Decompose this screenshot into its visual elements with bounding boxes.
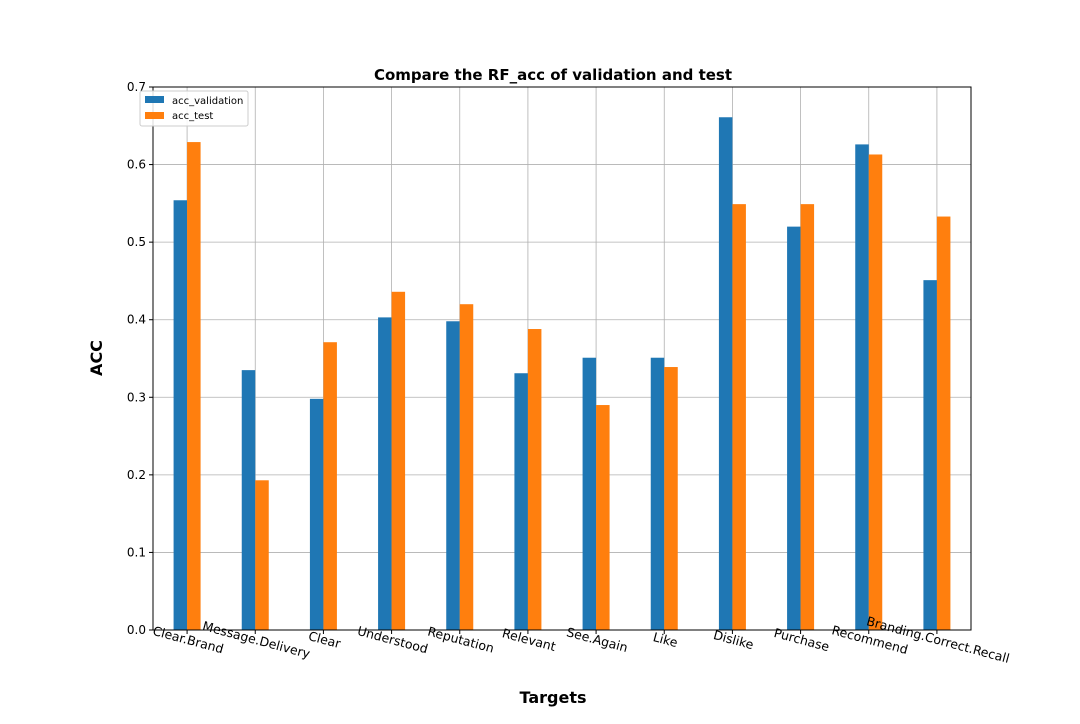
bar-acc-test-branding-correct-recall: [936, 216, 951, 630]
x-tick-label: Dislike: [712, 627, 756, 652]
bar-acc-test-reputation: [459, 304, 474, 630]
legend-box: [139, 90, 249, 127]
y-tick-label: 0.6: [127, 158, 146, 172]
y-tick-label: 0.1: [127, 545, 146, 559]
plot-frame: [152, 86, 972, 631]
bar-acc-validation-clear-brand: [173, 200, 188, 631]
bar-acc-test-see-again: [596, 405, 610, 630]
y-tick-label: 0.4: [127, 313, 146, 327]
bar-acc-validation-purchase: [787, 226, 801, 630]
bar-acc-validation-like: [650, 357, 665, 630]
bar-acc-test-relevant: [527, 329, 542, 630]
y-tick-label: 0.0: [127, 623, 146, 637]
bar-acc-validation-reputation: [446, 321, 460, 630]
legend-label-acc-validation: acc_validation: [172, 96, 243, 107]
y-tick-label: 0.3: [127, 390, 146, 404]
bar-acc-test-recommend: [868, 154, 883, 631]
bar-acc-validation-clear: [309, 398, 324, 630]
bar-acc-validation-message-delivery: [241, 370, 256, 630]
bar-acc-validation-branding-correct-recall: [923, 280, 937, 630]
legend-swatch-acc-test: [145, 112, 164, 119]
bar-acc-validation-understood: [378, 317, 392, 630]
x-axis-label: Targets: [519, 688, 586, 707]
y-axis-label: ACC: [87, 340, 106, 376]
bar-acc-test-purchase: [800, 204, 815, 630]
y-tick-label: 0.5: [127, 235, 146, 249]
grid: [153, 86, 971, 631]
bar-acc-validation-relevant: [514, 373, 528, 630]
y-axis: 0.0 0.1 0.2 0.3 0.4 0.5 0.6 0.7: [127, 80, 153, 637]
bar-acc-test-understood: [391, 291, 406, 630]
legend-swatch-acc-validation: [145, 96, 164, 103]
x-tick-label: Clear: [307, 628, 343, 651]
x-tick-label: Like: [651, 629, 679, 650]
legend: acc_validation acc_test: [139, 90, 249, 127]
bars: [173, 117, 951, 631]
bar-acc-test-clear-brand: [187, 142, 201, 630]
y-tick-label: 0.7: [127, 80, 146, 94]
bar-acc-validation-dislike: [718, 117, 733, 630]
bar-acc-test-message-delivery: [255, 480, 269, 630]
bar-acc-test-clear: [323, 342, 337, 630]
legend-label-acc-test: acc_test: [172, 111, 213, 122]
bar-acc-test-like: [664, 367, 678, 630]
bar-acc-test-dislike: [732, 204, 746, 630]
bar-acc-validation-see-again: [582, 357, 597, 630]
bar-acc-validation-recommend: [855, 144, 869, 630]
y-tick-label: 0.2: [127, 468, 146, 482]
chart-title: Compare the RF_acc of validation and tes…: [374, 66, 732, 84]
